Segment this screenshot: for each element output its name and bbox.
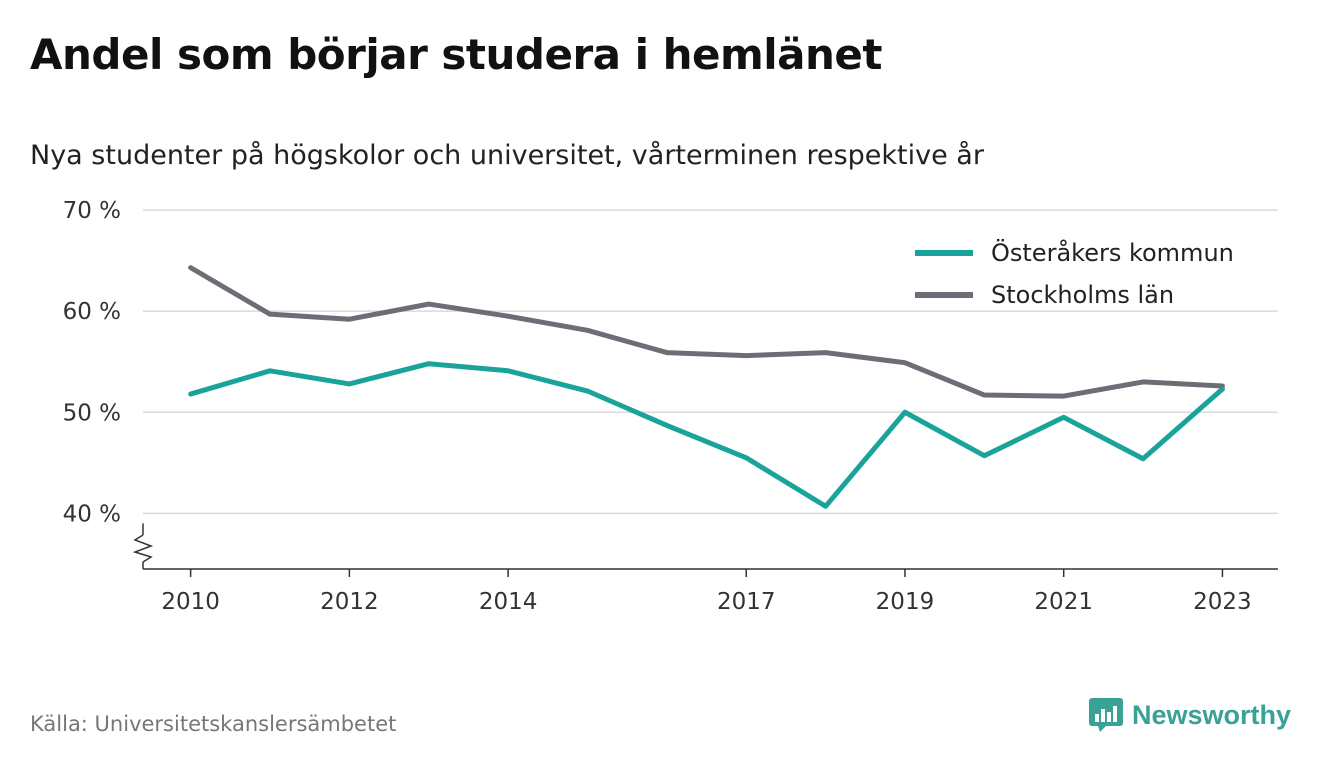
x-tick-label-2021: 2021 [1034, 589, 1093, 615]
y-tick-label-70: 70 % [63, 198, 121, 224]
y-tick-label-40: 40 % [63, 501, 121, 527]
axis-break-marker [132, 534, 154, 563]
brand-name: Newsworthy [1132, 699, 1292, 730]
x-tick-label-2010: 2010 [161, 589, 220, 615]
series-line-stockholm [188, 265, 1225, 399]
x-tick-label-2017: 2017 [717, 589, 776, 615]
legend-swatch-osteraker [915, 250, 973, 256]
chart-legend: Österåkers kommun Stockholms län [915, 232, 1234, 316]
legend-item-osteraker: Österåkers kommun [915, 232, 1234, 274]
legend-label-stockholm: Stockholms län [991, 281, 1175, 309]
chart-subtitle: Nya studenter på högskolor och universit… [30, 140, 984, 171]
y-tick-label-50: 50 % [63, 400, 121, 426]
x-tick-label-2023: 2023 [1193, 589, 1252, 615]
legend-label-osteraker: Österåkers kommun [991, 239, 1234, 267]
x-tick-label-2019: 2019 [876, 589, 935, 615]
x-tick-label-2014: 2014 [479, 589, 538, 615]
source-note: Källa: Universitetskanslersämbetet [30, 712, 397, 736]
chart-title: Andel som börjar studera i hemlänet [30, 30, 883, 79]
legend-item-stockholm: Stockholms län [915, 274, 1234, 316]
y-tick-label-60: 60 % [63, 299, 121, 325]
newsworthy-logo-icon [1089, 698, 1123, 732]
x-tick-label-2012: 2012 [320, 589, 379, 615]
legend-swatch-stockholm [915, 292, 973, 298]
brand-logo[interactable]: Newsworthy [1088, 697, 1291, 733]
series-line-osteraker [188, 361, 1225, 509]
